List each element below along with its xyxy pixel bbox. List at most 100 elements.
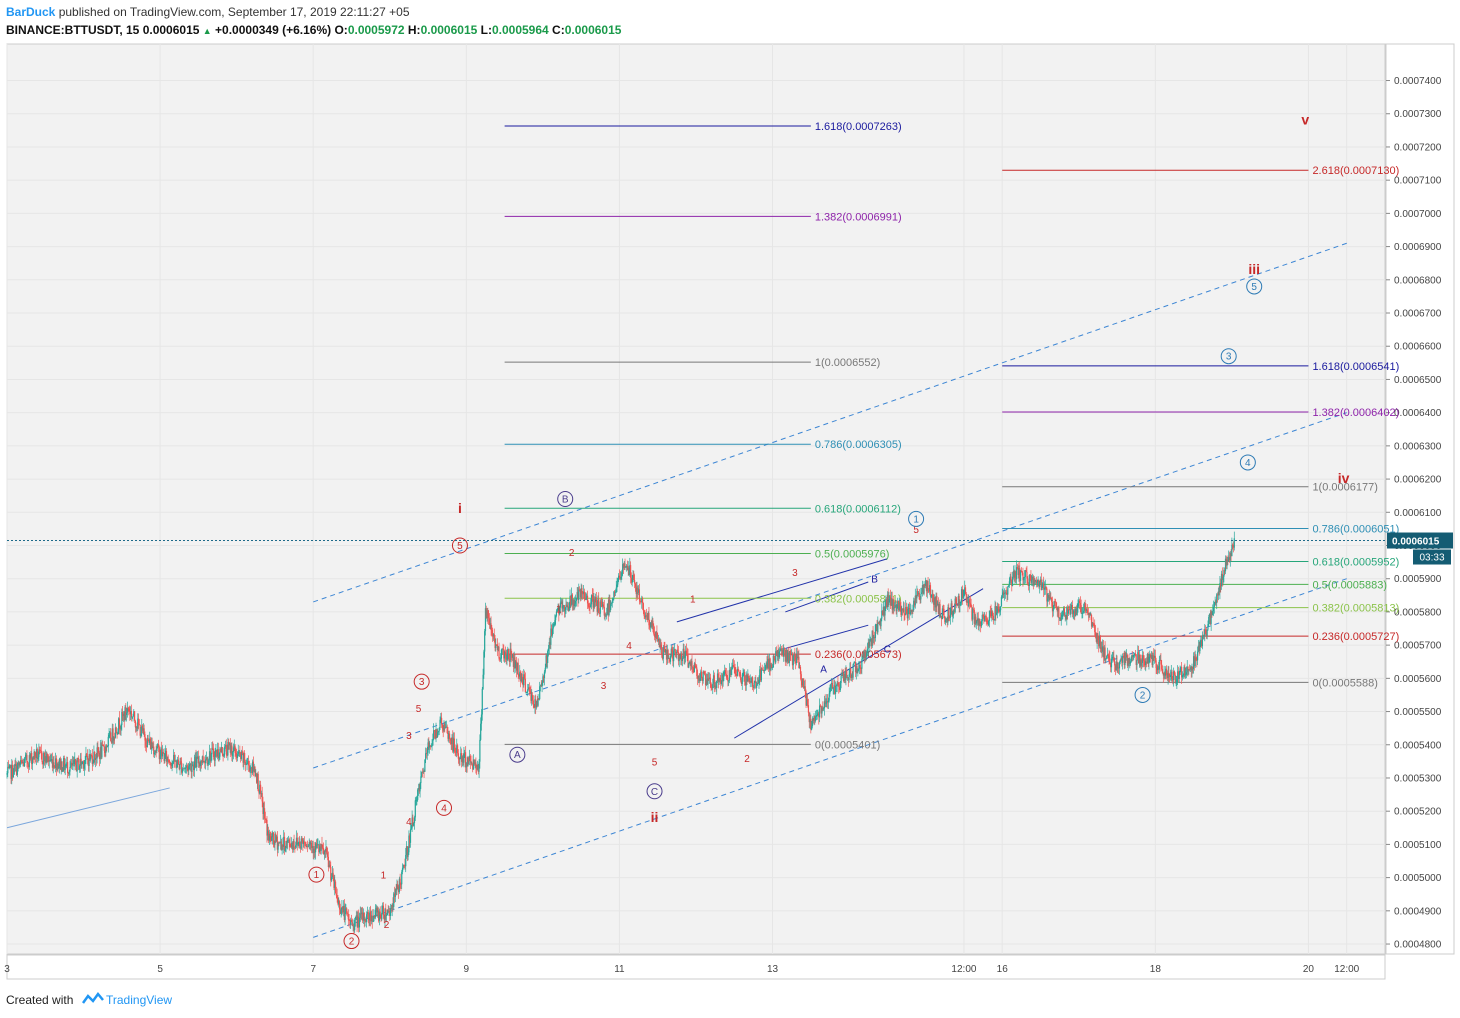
wave-label[interactable]: 5: [913, 525, 919, 536]
wave-label[interactable]: 1: [556, 605, 562, 616]
channel-upper-line[interactable]: [313, 242, 1347, 603]
wave-label[interactable]: 5: [416, 704, 422, 715]
candle: [892, 598, 894, 614]
wave-label[interactable]: C: [884, 644, 891, 655]
candle: [1075, 605, 1077, 616]
wave-label-circled[interactable]: C: [646, 783, 663, 800]
candle-body: [444, 727, 447, 728]
candle-body: [938, 604, 940, 615]
wave-label[interactable]: 5: [652, 757, 658, 768]
candle-body: [909, 610, 912, 615]
candle: [1186, 660, 1188, 676]
candle-body: [697, 675, 699, 679]
wave-label[interactable]: iii: [1248, 261, 1260, 277]
candle: [492, 627, 494, 642]
wave-label[interactable]: i: [458, 500, 462, 516]
candle: [615, 580, 617, 594]
wave-label-circled[interactable]: 1: [908, 510, 925, 527]
wave-label-circled[interactable]: 5: [1246, 278, 1263, 295]
price-scale[interactable]: [1385, 43, 1455, 955]
candle-body: [354, 919, 356, 931]
candle-body: [675, 652, 677, 654]
candle: [47, 754, 50, 767]
candle-body: [412, 817, 414, 826]
wave-label[interactable]: A: [820, 664, 827, 675]
wave-label-circled[interactable]: 3: [1220, 348, 1237, 365]
support-trend-line[interactable]: [6, 787, 170, 829]
wave-label-circled[interactable]: 2: [343, 933, 360, 950]
candle-body: [12, 774, 14, 778]
wave-label-circled[interactable]: 4: [436, 799, 453, 816]
wave-label[interactable]: 1: [690, 595, 696, 606]
candle: [1181, 671, 1184, 681]
fib-level-label: 1.382(0.0006402): [1312, 407, 1399, 419]
tradingview-brand[interactable]: TradingView: [106, 993, 173, 1007]
candle-body: [346, 908, 348, 914]
candle-body: [181, 768, 184, 773]
wave-label[interactable]: iv: [1338, 470, 1350, 486]
wave-label[interactable]: 3: [406, 731, 412, 742]
candle: [260, 790, 262, 798]
candle: [61, 761, 63, 772]
author-link[interactable]: BarDuck: [6, 5, 56, 19]
wave-label-circled[interactable]: B: [557, 491, 574, 507]
candle-body: [953, 610, 955, 612]
candle: [681, 651, 683, 666]
candle-body: [550, 628, 552, 645]
candle: [890, 591, 892, 606]
wedge-upper-line[interactable]: [676, 558, 888, 623]
channel-lower-line[interactable]: [313, 578, 1347, 938]
candle-body: [1228, 557, 1230, 562]
time-scale[interactable]: [6, 954, 1386, 980]
candle: [923, 581, 925, 596]
wave-label-circled[interactable]: 3: [413, 673, 430, 690]
candle: [1085, 603, 1087, 616]
candle: [1071, 600, 1073, 618]
candle: [427, 738, 429, 756]
wave-label[interactable]: 2: [744, 754, 750, 765]
tradingview-logo-icon[interactable]: [82, 991, 104, 1007]
wave-label-circled[interactable]: 2: [1134, 686, 1151, 703]
price-chart[interactable]: 0.00048000.00049000.00050000.00051000.00…: [0, 0, 1460, 990]
candle-body: [59, 758, 62, 770]
wave-label[interactable]: 3: [792, 568, 798, 579]
candle: [138, 719, 140, 726]
wave-label[interactable]: 2: [384, 920, 390, 931]
wave-label-circled[interactable]: A: [509, 746, 526, 763]
wave-label-circled[interactable]: 1: [308, 866, 325, 883]
candle: [100, 742, 102, 760]
triangle-top-line[interactable]: [785, 581, 869, 613]
candle: [590, 598, 592, 608]
candle-body: [819, 705, 821, 718]
wave-label[interactable]: 4: [406, 817, 412, 828]
wave-label[interactable]: 4: [626, 641, 632, 652]
wave-label[interactable]: ii: [651, 809, 659, 825]
candle: [640, 600, 642, 603]
candle-body: [527, 689, 529, 692]
candle-body: [118, 718, 120, 732]
channel-middle-line[interactable]: [313, 412, 1347, 769]
candle: [362, 908, 365, 925]
wave-label[interactable]: 2: [569, 548, 575, 559]
triangle-bottom-line[interactable]: [785, 624, 869, 649]
candle-body: [823, 701, 825, 709]
candle-body: [364, 918, 366, 921]
candle-body: [567, 606, 569, 608]
wave-label[interactable]: B: [871, 575, 878, 586]
candle: [345, 904, 347, 915]
y-tick-label: 0.0005900: [1394, 574, 1442, 585]
candle-body: [1150, 655, 1152, 658]
wave-label-circled[interactable]: 4: [1239, 454, 1256, 471]
candle-body: [102, 744, 104, 746]
wave-label[interactable]: 3: [601, 681, 607, 692]
wave-label[interactable]: v: [1301, 111, 1309, 127]
wave-label[interactable]: 1: [381, 870, 387, 881]
candle-body: [321, 843, 323, 848]
wave-label-circled[interactable]: 5: [451, 537, 468, 554]
candle-body: [385, 914, 388, 916]
candle-body: [1175, 682, 1177, 684]
candle: [1177, 666, 1180, 683]
candle: [755, 675, 757, 689]
candle: [861, 654, 863, 675]
candle-body: [985, 616, 987, 621]
